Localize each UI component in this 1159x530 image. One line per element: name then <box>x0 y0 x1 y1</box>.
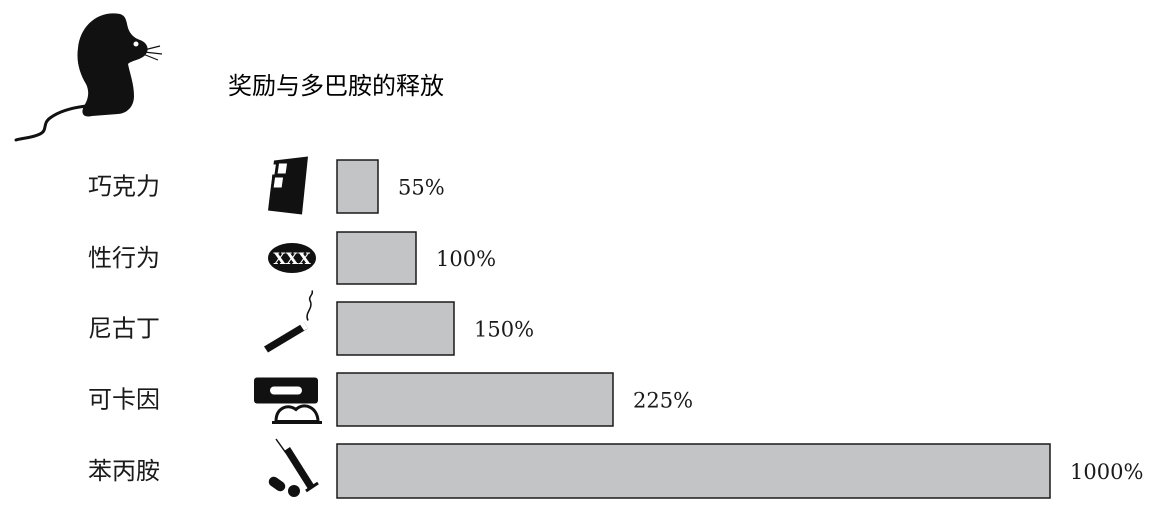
category-label: 巧克力 <box>88 173 160 201</box>
razor-blade-powder-icon <box>254 377 322 424</box>
mouse-icon <box>14 13 163 142</box>
bar <box>336 159 379 214</box>
cigarette-icon <box>264 290 314 353</box>
bar <box>336 231 417 285</box>
category-label: 可卡因 <box>88 386 160 414</box>
bar <box>336 443 1051 499</box>
value-label: 225% <box>633 389 693 413</box>
chocolate-bar-icon <box>251 156 308 215</box>
bar <box>336 372 614 427</box>
syringe-pills-icon <box>268 438 319 497</box>
category-label: 苯丙胺 <box>88 457 160 485</box>
chart-title: 奖励与多巴胺的释放 <box>228 72 444 100</box>
xxx-badge-icon: XXX <box>268 243 316 273</box>
category-label: 尼古丁 <box>88 315 160 343</box>
value-label: 55% <box>398 176 445 200</box>
svg-text:XXX: XXX <box>273 249 311 268</box>
category-label: 性行为 <box>88 244 160 272</box>
value-label: 100% <box>436 247 496 271</box>
value-label: 150% <box>474 318 534 342</box>
bar <box>336 301 455 356</box>
value-label: 1000% <box>1070 460 1143 484</box>
